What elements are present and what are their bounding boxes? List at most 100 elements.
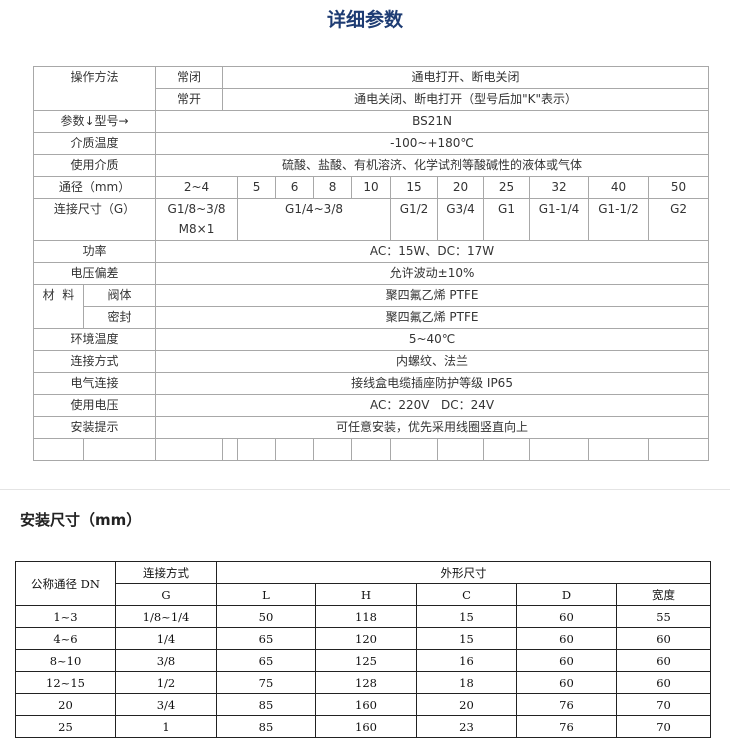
table-cell: 4~6: [15, 627, 116, 650]
table-row: 环境温度 5~40℃: [32, 328, 710, 351]
material-label: 材 料: [33, 284, 84, 329]
empty-row: [33, 438, 710, 461]
table-cell: 120: [315, 627, 417, 650]
bore-cell: 25: [483, 176, 531, 199]
divider: [0, 489, 730, 490]
conn-size-label: 连接尺寸（G）: [32, 198, 157, 241]
table-cell: 3/4: [115, 693, 217, 716]
table-cell: 8~10: [15, 649, 116, 672]
conn-size-cell: G3/4: [437, 198, 485, 241]
table-cell: 85: [216, 715, 316, 738]
header-conn: 连接方式: [115, 561, 217, 584]
table-cell: 75: [216, 671, 316, 694]
table-cell: 1/8~1/4: [115, 605, 217, 628]
table-cell: 65: [216, 627, 316, 650]
electric-value: 接线盒电缆插座防护等级 IP65: [155, 372, 710, 395]
header-dn: 公称通径 DN: [15, 561, 116, 606]
table-row: 1~3 1/8~1/4 50 118 15 60 55: [15, 605, 712, 628]
bore-cell: 15: [390, 176, 439, 199]
medium-label: 使用介质: [32, 154, 157, 177]
no-label: 常开: [155, 88, 224, 111]
table-cell: 1/4: [115, 627, 217, 650]
body-value: 聚四氟乙烯 PTFE: [155, 284, 710, 307]
bore-cell: 32: [529, 176, 590, 199]
table-row: 连接方式 内螺纹、法兰: [32, 350, 710, 373]
table-cell: 60: [615, 649, 712, 672]
power-value: AC：15W、DC：17W: [155, 240, 710, 263]
install-label: 安装提示: [32, 416, 157, 439]
table-row: 电气连接 接线盒电缆插座防护等级 IP65: [32, 372, 710, 395]
voltage-label: 使用电压: [32, 394, 157, 417]
table-row: 4~6 1/4 65 120 15 60 60: [15, 627, 712, 650]
table-row: 25 1 85 160 23 76 70: [15, 715, 712, 738]
table-cell: 125: [315, 649, 417, 672]
table-row: 电压偏差 允许波动±10%: [32, 262, 710, 285]
operation-label: 操作方法: [32, 66, 157, 111]
body-label: 阀体: [82, 284, 157, 307]
seal-value: 聚四氟乙烯 PTFE: [155, 306, 710, 329]
bore-cell: 20: [437, 176, 485, 199]
seal-label: 密封: [82, 306, 157, 329]
table-row: 8~10 3/8 65 125 16 60 60: [15, 649, 712, 672]
bore-cell: 10: [351, 176, 392, 199]
bore-cell: 2~4: [155, 176, 239, 199]
table-row: 操作方法 常闭 通电打开、断电关闭: [32, 66, 710, 111]
table-cell: 23: [416, 715, 517, 738]
conn-size-cell: G1: [483, 198, 531, 241]
voltage-dev-value: 允许波动±10%: [155, 262, 710, 285]
table-row: 使用电压 AC：220V DC：24V: [32, 394, 710, 417]
table-cell: 3/8: [115, 649, 217, 672]
table-row: 通径（mm） 2~4 5 6 8 10 15 20 25 32 40 50: [32, 176, 710, 199]
ambient-value: 5~40℃: [155, 328, 710, 351]
spec-table: 操作方法 常闭 通电打开、断电关闭 常开 通电关闭、断电打开（型号后加"K"表示…: [32, 66, 710, 461]
electric-label: 电气连接: [32, 372, 157, 395]
header-outer: 外形尺寸: [215, 561, 712, 584]
voltage-dev-label: 电压偏差: [32, 262, 157, 285]
table-cell: 85: [216, 693, 316, 716]
conn-size-cell: G1/4~3/8: [237, 198, 392, 241]
table-cell: 76: [516, 693, 617, 716]
table-row: 参数↓型号→ BS21N: [32, 110, 710, 133]
table-cell: 55: [615, 605, 712, 628]
voltage-value: AC：220V DC：24V: [155, 394, 710, 417]
connection-value: 内螺纹、法兰: [155, 350, 710, 373]
table-row: 介质温度 -100~+180℃: [32, 132, 710, 155]
table-cell: 60: [516, 627, 617, 650]
medium-temp-value: -100~+180℃: [155, 132, 710, 155]
page-title: 详细参数: [326, 9, 403, 31]
table-cell: 12~15: [15, 671, 116, 694]
bore-cell: 5: [237, 176, 277, 199]
table-cell: 70: [615, 693, 712, 716]
medium-value: 硫酸、盐酸、有机溶济、化学试剂等酸碱性的液体或气体: [155, 154, 710, 177]
header-col: L: [216, 583, 316, 606]
bore-cell: 6: [275, 176, 315, 199]
table-cell: 128: [315, 671, 417, 694]
medium-temp-label: 介质温度: [32, 132, 157, 155]
table-cell: 15: [416, 627, 517, 650]
table-cell: 15: [416, 605, 517, 628]
header-col: D: [516, 583, 617, 606]
table-cell: 1/2: [115, 671, 217, 694]
table-row: 材 料 阀体 聚四氟乙烯 PTFE: [33, 284, 710, 329]
table-row: 20 3/4 85 160 20 76 70: [15, 693, 712, 716]
table-cell: 1~3: [15, 605, 116, 628]
table-row: 功率 AC：15W、DC：17W: [32, 240, 710, 263]
conn-size-cell: G1-1/2: [588, 198, 650, 241]
table-cell: 25: [15, 715, 116, 738]
conn-size-cell: G2: [648, 198, 710, 241]
header-row: 公称通径 DN 连接方式 外形尺寸: [15, 561, 712, 606]
table-cell: 20: [416, 693, 517, 716]
connection-label: 连接方式: [32, 350, 157, 373]
model-label: 参数↓型号→: [32, 110, 157, 133]
table-cell: 76: [516, 715, 617, 738]
table-row: 连接尺寸（G） G1/8~3/8 M8×1 G1/4~3/8 G1/2 G3/4…: [32, 198, 710, 241]
table-cell: 18: [416, 671, 517, 694]
header-col: 宽度: [615, 583, 712, 606]
model-value: BS21N: [155, 110, 710, 133]
bore-cell: 40: [588, 176, 650, 199]
table-cell: 160: [315, 715, 417, 738]
nc-label: 常闭: [155, 66, 224, 89]
table-cell: 60: [615, 671, 712, 694]
table-cell: 50: [216, 605, 316, 628]
table-cell: 160: [315, 693, 417, 716]
